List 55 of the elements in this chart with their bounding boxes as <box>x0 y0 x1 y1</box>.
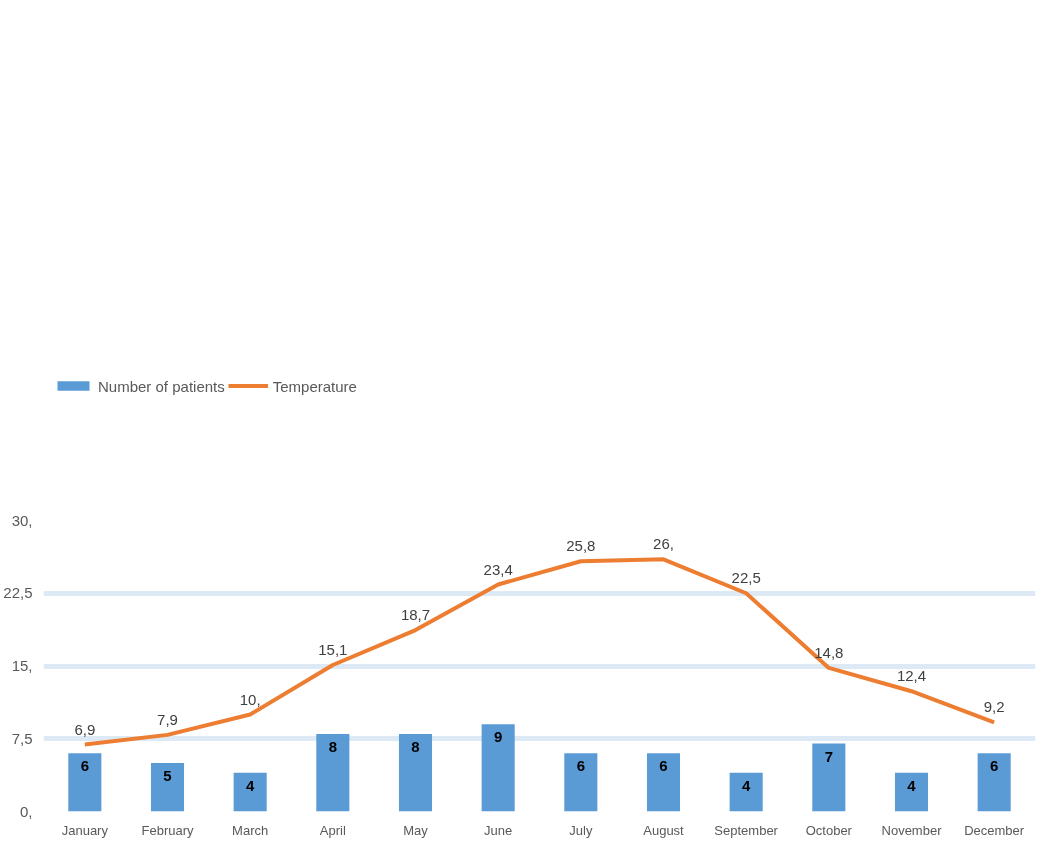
data-label: 8 <box>411 737 420 755</box>
x-tick-label: December <box>964 822 1025 838</box>
x-tick-label: February <box>141 822 195 838</box>
bar <box>316 733 350 812</box>
x-tick-label: April <box>319 822 346 838</box>
data-label: 8 <box>328 737 338 755</box>
x-tick-label: May <box>403 822 429 838</box>
data-label: 10, <box>239 690 261 708</box>
x-tick-label: November <box>881 822 943 838</box>
data-label: 9,2 <box>983 698 1005 716</box>
bar <box>68 753 102 812</box>
y-tick-label: 0, <box>19 802 33 820</box>
x-tick-label: September <box>714 822 779 838</box>
x-tick-label: January <box>61 822 109 838</box>
data-label: 4 <box>742 776 751 794</box>
data-label: 7,9 <box>157 710 178 728</box>
x-tick-label: August <box>643 822 685 838</box>
y-tick-label: 7,5 <box>11 729 33 747</box>
data-label: 9 <box>494 728 503 746</box>
bar <box>398 733 433 812</box>
x-tick-label: October <box>805 822 853 838</box>
data-label: 6 <box>576 757 586 775</box>
data-label: 12,4 <box>896 667 927 685</box>
bar <box>646 753 681 812</box>
data-label: 6 <box>990 757 999 775</box>
data-label: 5 <box>163 767 172 784</box>
bar <box>233 772 267 812</box>
bar <box>481 724 515 812</box>
data-label: 14,8 <box>814 643 844 661</box>
data-label: 6 <box>80 757 90 775</box>
y-tick-label: 15, <box>11 657 33 674</box>
bar <box>977 753 1011 812</box>
bar <box>150 763 185 812</box>
data-label: 22,5 <box>731 569 761 587</box>
bar <box>894 772 929 812</box>
bar <box>812 743 846 812</box>
legend-label: Temperature <box>272 377 357 395</box>
y-tick-label: 30, <box>11 511 33 529</box>
data-label: 23,4 <box>483 560 513 578</box>
y-tick-label: 22,5 <box>3 584 33 602</box>
x-tick-label: June <box>484 822 513 838</box>
data-label: 26, <box>653 535 674 553</box>
legend-label: Number of patients <box>98 377 225 395</box>
data-label: 4 <box>246 776 255 794</box>
data-label: 4 <box>907 776 917 794</box>
data-label: 25,8 <box>566 537 596 555</box>
data-label: 7 <box>824 747 834 765</box>
data-label: 15,1 <box>318 641 348 659</box>
bar <box>564 753 598 812</box>
data-label: 6 <box>659 757 668 775</box>
x-tick-label: July <box>569 822 593 838</box>
data-label: 18,7 <box>400 606 431 624</box>
bar <box>729 772 763 812</box>
data-label: 6,9 <box>74 720 96 738</box>
x-tick-label: March <box>232 822 269 838</box>
